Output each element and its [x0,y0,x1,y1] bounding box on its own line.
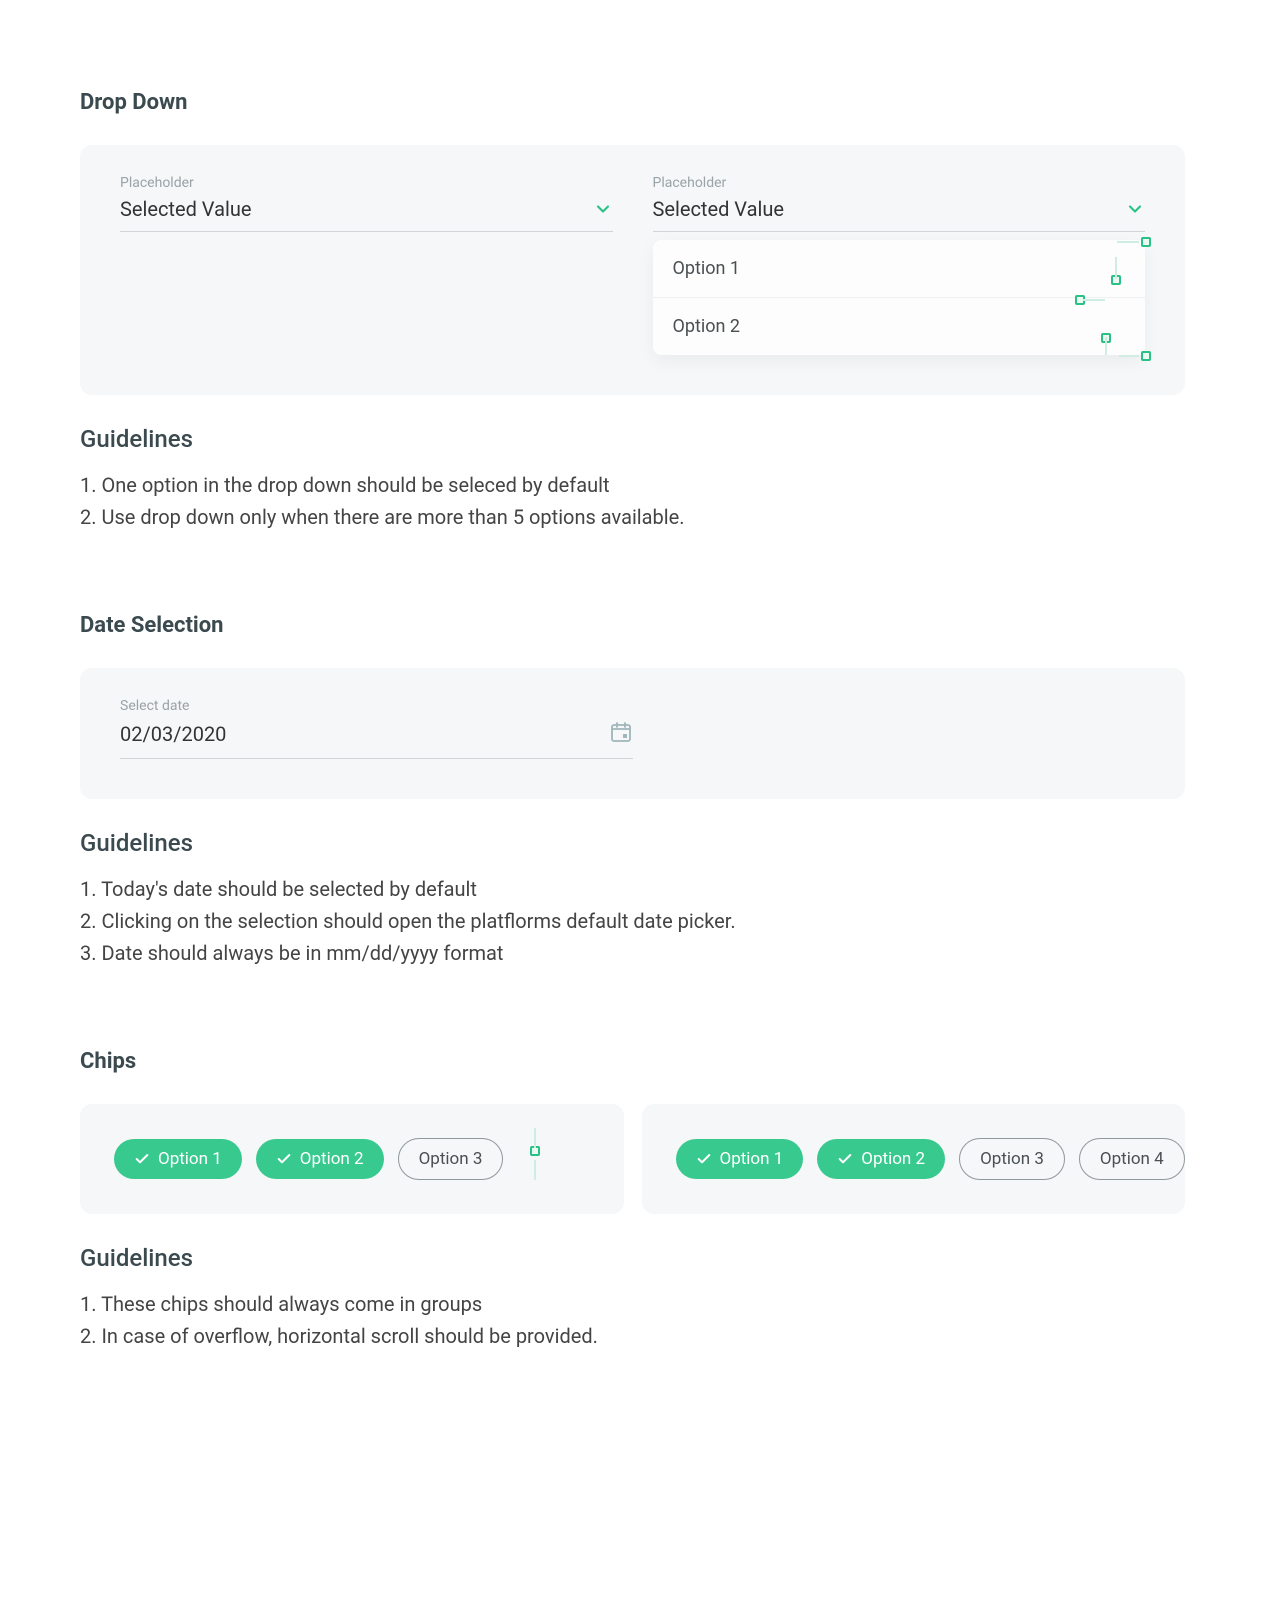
chip[interactable]: Option 3 [959,1138,1065,1180]
dropdown-select[interactable]: Selected Value [653,197,1146,232]
annotation-line-icon [1119,355,1139,357]
annotation-line-icon [1117,241,1139,243]
guideline-item: 2. Use drop down only when there are mor… [80,501,1185,533]
dropdown-option[interactable]: Option 1 [653,240,1146,298]
chevron-down-icon [1125,199,1145,219]
chip[interactable]: Option 1 [114,1139,242,1179]
dropdown-options: Option 1 Option 2 [653,240,1146,355]
date-value: 02/03/2020 [120,722,226,746]
guideline-item: 2. Clicking on the selection should open… [80,905,1185,937]
guideline-item: 1. Today's date should be selected by de… [80,873,1185,905]
chip-label: Option 1 [720,1149,784,1169]
guidelines-heading: Guidelines [80,829,1185,857]
check-icon [276,1151,292,1167]
guideline-item: 3. Date should always be in mm/dd/yyyy f… [80,937,1185,969]
dropdown-selected-value: Selected Value [653,197,784,221]
date-label: Select date [120,698,1145,714]
dropdown-placeholder-label: Placeholder [120,175,613,191]
guidelines-heading: Guidelines [80,1244,1185,1272]
dropdown-closed: Placeholder Selected Value [120,175,613,355]
annotation-line-icon [1105,337,1107,355]
dropdown-section: Drop Down Placeholder Selected Value Pla… [80,90,1185,533]
chips-row: Option 1 Option 2 Option 3 Option 1 Opti… [80,1104,1185,1214]
guidelines-list: 1. One option in the drop down should be… [80,469,1185,533]
chips-panel-a: Option 1 Option 2 Option 3 [80,1104,624,1214]
chip[interactable]: Option 4 [1079,1138,1185,1180]
guidelines-heading: Guidelines [80,425,1185,453]
chip-label: Option 4 [1100,1149,1164,1169]
chip[interactable]: Option 3 [398,1138,504,1180]
annotation-marker-icon [1141,351,1151,361]
guideline-item: 1. One option in the drop down should be… [80,469,1185,501]
chip-label: Option 3 [419,1149,483,1169]
section-title-dropdown: Drop Down [80,90,1185,115]
guideline-item: 2. In case of overflow, horizontal scrol… [80,1320,1185,1352]
chip[interactable]: Option 2 [817,1139,945,1179]
date-input[interactable]: 02/03/2020 [120,720,633,759]
guidelines-list: 1. Today's date should be selected by de… [80,873,1185,969]
chip-label: Option 2 [300,1149,364,1169]
date-section: Date Selection Select date 02/03/2020 Gu… [80,613,1185,969]
annotation-line-icon [534,1128,536,1148]
chip-label: Option 2 [861,1149,925,1169]
check-icon [134,1151,150,1167]
guidelines-list: 1. These chips should always come in gro… [80,1288,1185,1352]
calendar-icon [609,720,633,748]
dropdown-select[interactable]: Selected Value [120,197,613,232]
dropdown-open: Placeholder Selected Value Option 1 Opti… [653,175,1146,355]
dropdown-option[interactable]: Option 2 [653,298,1146,355]
dropdown-selected-value: Selected Value [120,197,251,221]
dropdown-placeholder-label: Placeholder [653,175,1146,191]
chip[interactable]: Option 2 [256,1139,384,1179]
annotation-line-icon [534,1160,536,1180]
annotation-line-icon [1083,299,1105,301]
annotation-marker-icon [1141,237,1151,247]
check-icon [696,1151,712,1167]
chip[interactable]: Option 1 [676,1139,804,1179]
section-title-chips: Chips [80,1049,1185,1074]
guideline-item: 1. These chips should always come in gro… [80,1288,1185,1320]
date-panel: Select date 02/03/2020 [80,668,1185,799]
chips-panel-b: Option 1 Option 2 Option 3 Option 4 [642,1104,1186,1214]
dropdown-panel: Placeholder Selected Value Placeholder S… [80,145,1185,395]
chip-label: Option 3 [980,1149,1044,1169]
chevron-down-icon [593,199,613,219]
chips-section: Chips Option 1 Option 2 Option 3 Option … [80,1049,1185,1352]
chip-label: Option 1 [158,1149,222,1169]
annotation-line-icon [1115,257,1117,279]
section-title-date: Date Selection [80,613,1185,638]
check-icon [837,1151,853,1167]
